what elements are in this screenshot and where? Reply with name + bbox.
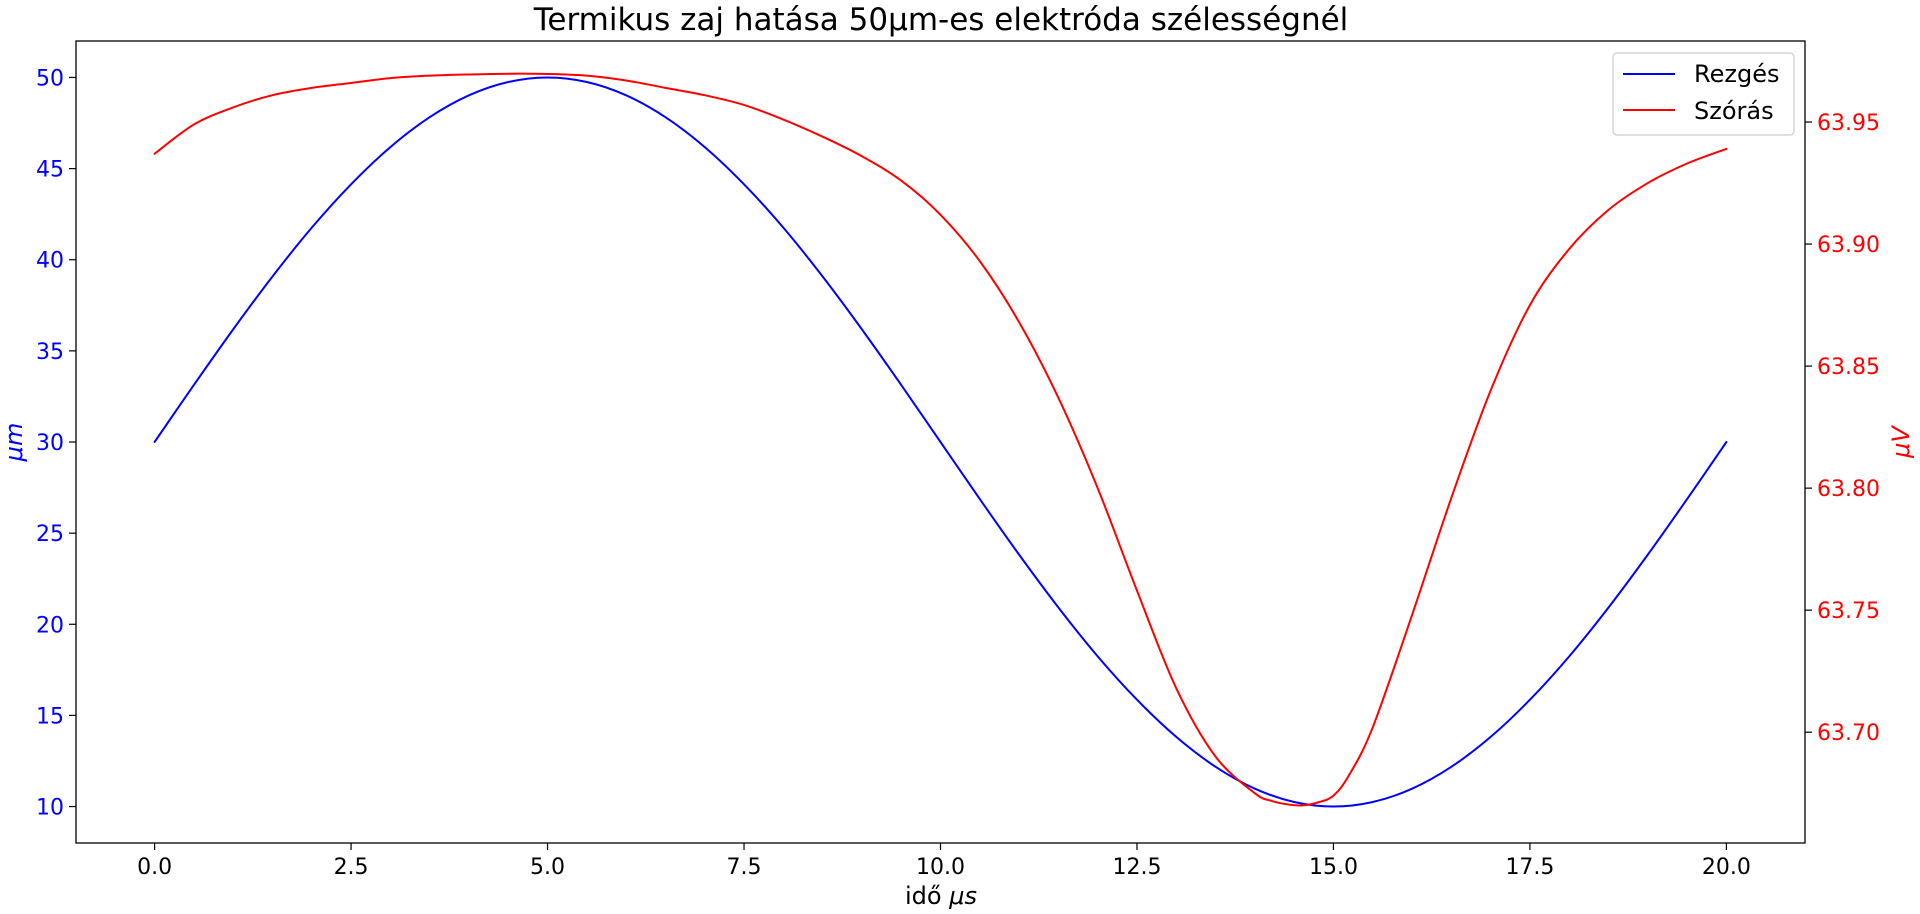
x-tick-label: 2.5 [334, 855, 369, 880]
y-left-tick-label: 50 [36, 66, 64, 91]
y-left-tick-label: 40 [36, 249, 64, 274]
chart-title: Termikus zaj hatása 50μm-es elektróda sz… [533, 2, 1349, 38]
series-line-szoras [153, 72, 1728, 807]
y-left-tick-label: 15 [36, 704, 64, 729]
legend: Rezgés Szórás [1612, 52, 1795, 136]
y-left-tick-label: 20 [36, 613, 64, 638]
x-tick-label: 20.0 [1702, 855, 1751, 880]
y-right-tick-label: 63.90 [1817, 233, 1880, 258]
y-right-tick-label: 63.75 [1817, 599, 1880, 624]
x-tick-label: 10.0 [916, 855, 965, 880]
x-tick-label: 5.0 [530, 855, 565, 880]
y-left-tick-label: 25 [36, 522, 64, 547]
x-tick-label: 15.0 [1309, 855, 1358, 880]
series-line-rezges [153, 76, 1728, 808]
y-left-tick-label: 35 [36, 340, 64, 365]
y-axis-right-label: μV [1887, 425, 1915, 459]
y-right-tick-label: 63.95 [1817, 111, 1880, 136]
y-left-tick-label: 10 [36, 796, 64, 821]
y-axis-right: 63.70 63.75 63.80 63.85 63.90 63.95 [1805, 111, 1880, 746]
y-axis-left: 10 15 20 25 30 35 40 45 50 [36, 66, 76, 821]
y-left-tick-label: 30 [36, 431, 64, 456]
x-tick-label: 7.5 [727, 855, 762, 880]
x-tick-label: 0.0 [137, 855, 172, 880]
x-tick-label: 12.5 [1112, 855, 1161, 880]
x-tick-label: 17.5 [1505, 855, 1554, 880]
x-axis: 0.0 2.5 5.0 7.5 10.0 12.5 15.0 17.5 20.0 [137, 843, 1751, 880]
legend-label-rezges: Rezgés [1694, 60, 1779, 88]
y-right-tick-label: 63.85 [1817, 355, 1880, 380]
legend-label-szoras: Szórás [1694, 97, 1774, 125]
y-right-tick-label: 63.80 [1817, 477, 1880, 502]
x-axis-label: idő μs [905, 882, 977, 910]
y-axis-left-label: μm [0, 423, 28, 463]
y-right-tick-label: 63.70 [1817, 721, 1880, 746]
y-left-tick-label: 45 [36, 158, 64, 183]
